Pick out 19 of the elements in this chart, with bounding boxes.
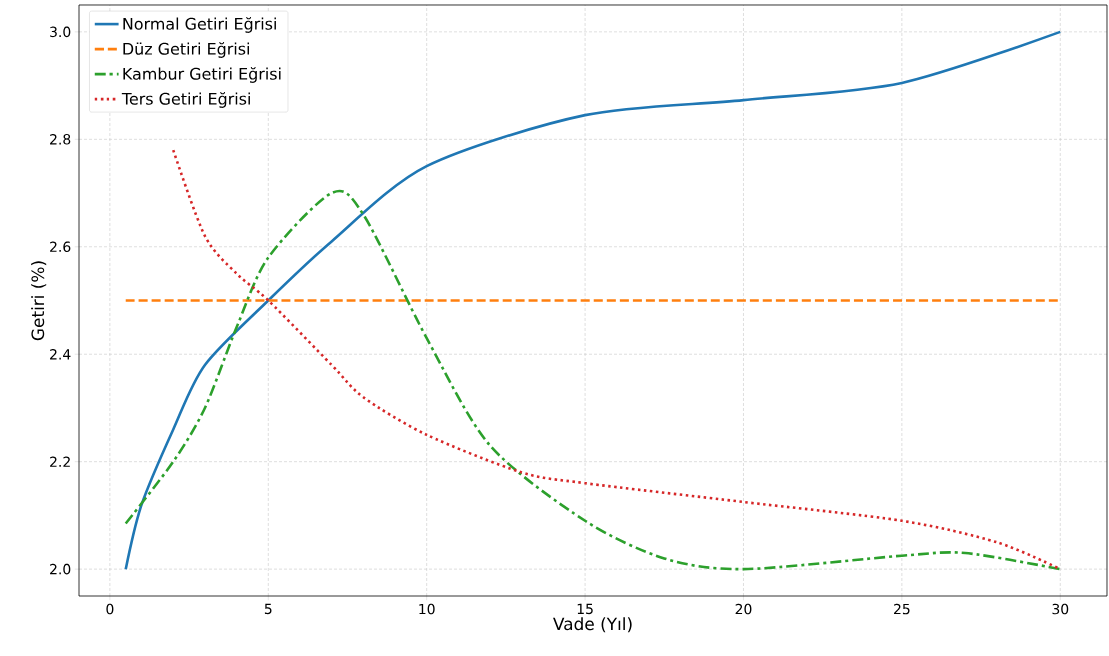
y-tick-label: 3.0 <box>50 26 71 38</box>
legend-label: Kambur Getiri Eğrisi <box>123 67 281 83</box>
y-tick-label: 2.6 <box>50 241 71 253</box>
x-tick-label: 5 <box>264 603 272 615</box>
x-tick-label: 0 <box>106 603 114 615</box>
legend-label: Normal Getiri Eğrisi <box>123 17 276 33</box>
x-tick-label: 15 <box>577 603 593 615</box>
x-tick-label: 20 <box>735 603 752 615</box>
y-axis-title: Getiri (%) <box>31 261 47 341</box>
legend-label: Ters Getiri Eğrisi <box>121 92 250 108</box>
y-tick-label: 2.2 <box>50 456 70 467</box>
y-tick-label: 2.4 <box>50 349 71 360</box>
y-tick-label: 2.8 <box>50 134 71 145</box>
x-tick-label: 30 <box>1052 603 1069 615</box>
legend-label: Düz Getiri Eğrisi <box>123 42 249 58</box>
x-tick-label: 25 <box>894 603 910 615</box>
x-tick-label: 10 <box>419 603 435 615</box>
x-axis-title: Vade (Yıl) <box>553 617 632 633</box>
y-tick-label: 2.0 <box>50 563 71 575</box>
